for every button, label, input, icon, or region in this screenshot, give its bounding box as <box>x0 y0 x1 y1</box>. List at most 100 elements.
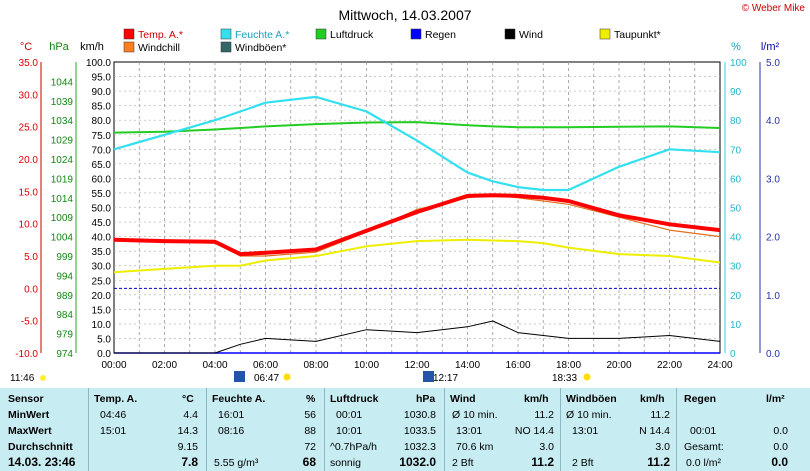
press-tick: 1014 <box>51 194 74 205</box>
wind-max-time: 13:01 <box>456 425 483 437</box>
legend-swatch <box>123 28 135 40</box>
temp-tick: 25.0 <box>19 123 39 134</box>
hum-absolute: 5.55 g/m³ <box>214 457 259 469</box>
temp-tick: 0.0 <box>24 284 38 295</box>
legend-swatch <box>123 41 135 53</box>
legend-swatch <box>504 28 516 40</box>
time-tick: 02:00 <box>152 360 177 371</box>
temp-tick: 10.0 <box>19 220 39 231</box>
row-label-min: MinWert <box>8 409 50 421</box>
press-tick: 1009 <box>51 213 74 224</box>
series-luftdruck <box>113 121 721 134</box>
hum-min-time: 16:01 <box>218 409 245 421</box>
sunset-icon <box>583 373 591 381</box>
series-wind <box>114 320 721 354</box>
press-trend: ^0.7hPa/h <box>330 441 377 453</box>
hum-tick: 60 <box>730 174 742 185</box>
hum-unit: % <box>306 393 316 405</box>
wind-tick: 30.0 <box>92 262 112 273</box>
time-tick: 08:00 <box>303 360 328 371</box>
gust-max-value: N 14.4 <box>639 425 670 437</box>
rain-tick: 1.0 <box>766 291 780 302</box>
hum-unit-label: % <box>731 41 741 53</box>
axis-ticks: 35.0 30.0 25.0 20.0 15.0 10.0 5.0 0.0 -5.0 -10.0 1… <box>15 58 780 371</box>
wind-tick: 85.0 <box>92 102 112 113</box>
press-max-time: 10:01 <box>336 425 363 437</box>
wind-tick: 60.0 <box>92 174 112 185</box>
legend-label: Wind <box>519 29 543 41</box>
temp-min-value: 4.4 <box>183 409 198 421</box>
wind-tick: 90.0 <box>92 87 112 98</box>
chart-legend: Temp. A.* Feuchte A.* Luftdruck Regen Wind Ta… <box>123 28 661 54</box>
gust-header: Windböen <box>566 393 617 405</box>
row-label-current: 14.03. 23:46 <box>8 455 76 469</box>
press-tick: 1004 <box>51 233 74 244</box>
wind-tick: 50.0 <box>92 204 112 215</box>
wind-distance: 70.6 km <box>456 441 494 453</box>
temp-tick: 15.0 <box>19 187 39 198</box>
press-unit: hPa <box>416 393 436 405</box>
wind-tick: 10.0 <box>92 320 112 331</box>
legend-label: Luftdruck <box>330 29 374 41</box>
rain-tick: 3.0 <box>766 174 780 185</box>
wind-bft: 2 Bft <box>452 457 474 469</box>
wind-distance-value: 3.0 <box>539 441 554 453</box>
wind-tick: 100.0 <box>86 58 111 69</box>
time-tick: 00:00 <box>101 360 126 371</box>
hum-tick: 50 <box>730 204 742 215</box>
axis-units: °C hPa km/h % l/m² <box>20 41 780 53</box>
press-tick: 989 <box>56 291 73 302</box>
gust-avg-value: 11.2 <box>650 409 670 421</box>
wind-tick: 70.0 <box>92 145 112 156</box>
gust-bft: 2 Bft <box>572 457 594 469</box>
temp-header: Temp. A. <box>94 393 138 405</box>
gust-unit: km/h <box>640 393 665 405</box>
hum-tick: 100 <box>730 58 747 69</box>
rain-tick: 0.0 <box>766 349 780 360</box>
sunrise-icon <box>283 373 291 381</box>
moon-phase-icon <box>234 371 245 382</box>
noon-phase-icon <box>423 371 434 382</box>
legend-label: Regen <box>425 29 456 41</box>
hum-min-value: 56 <box>304 409 316 421</box>
wind-tick: 55.0 <box>92 189 112 200</box>
legend-swatch <box>220 41 232 53</box>
hum-tick: 0 <box>730 349 736 360</box>
wind-tick: 35.0 <box>92 247 112 258</box>
temp-tick: 5.0 <box>24 252 38 263</box>
weather-chart: Mittwoch, 14.03.2007 © Weber Mike Temp. … <box>10 3 806 384</box>
gust-max-time: 13:01 <box>572 425 599 437</box>
chart-grid <box>40 61 761 354</box>
hum-max-time: 08:16 <box>218 425 245 437</box>
wind-unit-label: km/h <box>80 41 104 53</box>
rain-max-time: 00:01 <box>690 425 717 437</box>
press-unit-label: hPa <box>49 41 69 53</box>
wind-avg-label: Ø 10 min. <box>452 409 498 421</box>
press-current: 1032.0 <box>399 455 436 469</box>
press-tick: 994 <box>56 271 73 282</box>
rain-max-value: 0.0 <box>773 425 788 437</box>
chart-series <box>113 95 721 354</box>
time-tick: 24:00 <box>707 360 732 371</box>
gust-avg2: 3.0 <box>655 441 670 453</box>
wind-max-value: NO 14.4 <box>514 425 554 437</box>
hum-tick: 30 <box>730 262 742 273</box>
hum-tick: 90 <box>730 87 742 98</box>
wind-unit: km/h <box>524 393 549 405</box>
wind-tick: 5.0 <box>97 334 111 345</box>
legend-swatch <box>599 28 611 40</box>
time-tick: 20:00 <box>606 360 631 371</box>
time-tick: 06:00 <box>253 360 278 371</box>
wind-current: 11.2 <box>531 455 554 469</box>
hum-tick: 10 <box>730 320 742 331</box>
wind-tick: 0.0 <box>97 349 111 360</box>
statistics-table: Sensor MinWert MaxWert Durchschnitt 14.0… <box>0 388 810 471</box>
temp-tick: 20.0 <box>19 155 39 166</box>
hum-max-value: 88 <box>304 425 316 437</box>
chart-title: Mittwoch, 14.03.2007 <box>338 7 471 23</box>
time-tick: 14:00 <box>455 360 480 371</box>
temp-min-time: 04:46 <box>100 409 127 421</box>
time-tick: 16:00 <box>505 360 530 371</box>
wind-tick: 75.0 <box>92 131 112 142</box>
rain-tick: 4.0 <box>766 116 780 127</box>
